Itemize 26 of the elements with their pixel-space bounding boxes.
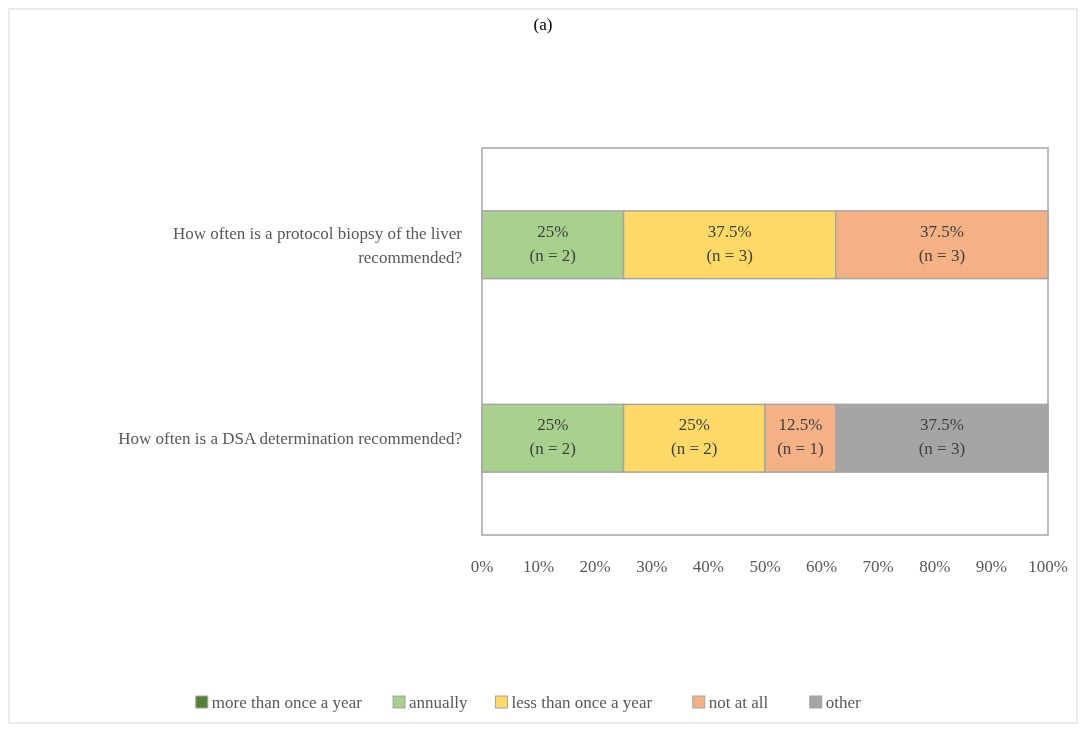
data-label: 12.5% (n = 1) (777, 415, 824, 459)
x-tick-label: 0% (470, 557, 494, 576)
x-tick-label: 80% (919, 557, 951, 576)
x-tick-label: 50% (749, 557, 781, 576)
x-tick-label: 60% (806, 557, 838, 576)
data-label: 25% (n = 2) (671, 415, 718, 459)
data-label: 25% (n = 2) (529, 415, 576, 459)
x-tick-label: 30% (636, 557, 668, 576)
legend-label: not at all (708, 693, 769, 712)
x-tick-label: 40% (692, 557, 724, 576)
x-tick-label: 20% (579, 557, 611, 576)
x-tick-label: 10% (523, 557, 555, 576)
legend-label: other (825, 693, 862, 712)
x-tick-label: 70% (862, 557, 894, 576)
data-label: 37.5% (n = 3) (706, 221, 753, 265)
legend-label: less than once a year (511, 693, 653, 712)
y-tick-label: How often is a DSA determination recommended? (118, 429, 462, 449)
legend-label: more than once a year (211, 693, 363, 712)
legend-label: annually (409, 693, 469, 712)
chart-title: (a) (533, 15, 553, 34)
y-tick-label: How often is a protocol biopsy of the liver recommended? (173, 223, 463, 267)
data-label: 37.5% (n = 3) (918, 221, 966, 265)
data-label: 25% (n = 2) (529, 221, 576, 265)
x-tick-label: 90% (975, 557, 1007, 576)
data-label: 37.5% (n = 3) (918, 415, 966, 459)
x-tick-label: 100% (1028, 557, 1068, 576)
